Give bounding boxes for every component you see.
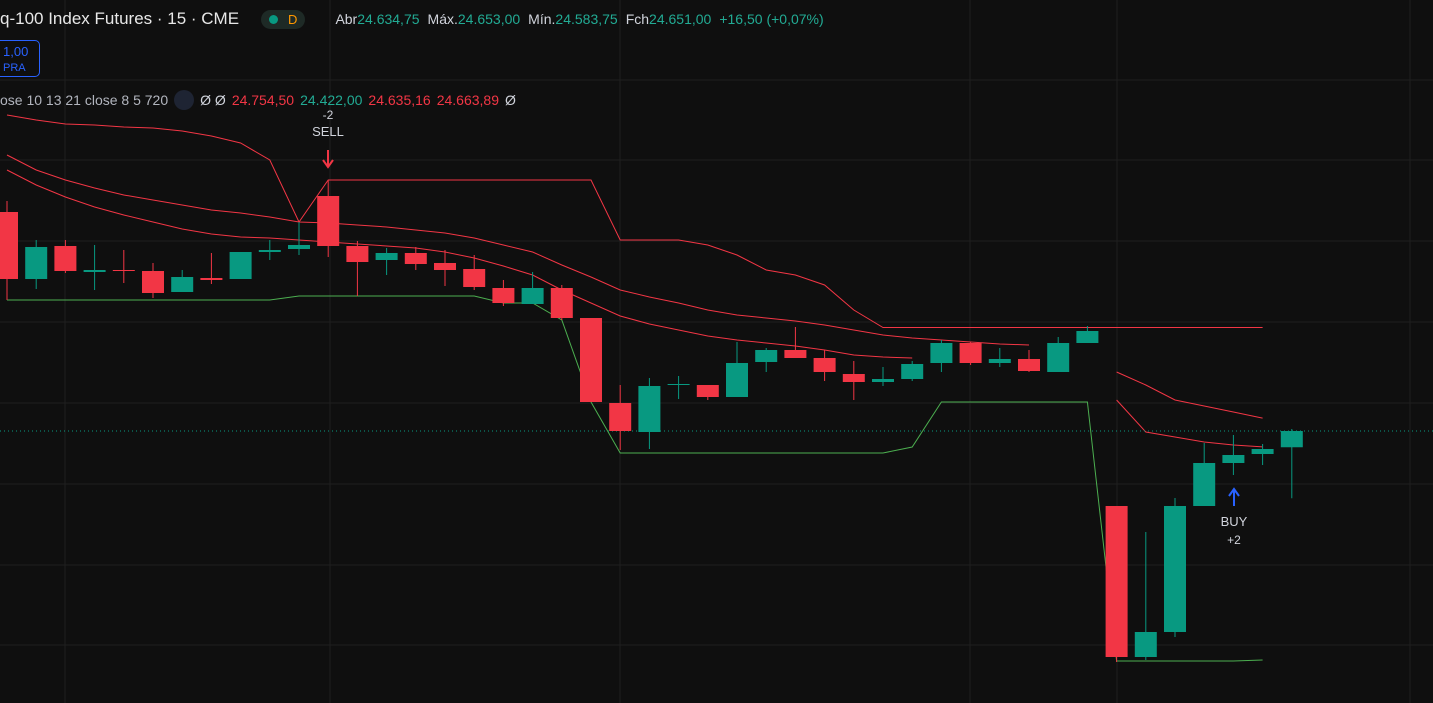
indicator-flags: Ø Ø <box>200 92 226 108</box>
close-label: Fch <box>625 11 650 27</box>
candle-body <box>930 343 953 363</box>
close-value: 24.651,00 <box>649 11 712 27</box>
badge: D <box>288 11 298 27</box>
candle-body <box>200 278 223 280</box>
order-button[interactable]: 1,00 PRA <box>0 40 40 77</box>
candle-body <box>142 271 164 293</box>
candle-body <box>550 288 573 318</box>
candle-body <box>434 263 456 270</box>
candle-body <box>317 196 340 246</box>
high-label: Máx. <box>427 11 458 27</box>
candle-body <box>1134 632 1157 657</box>
band-line <box>6 154 1263 419</box>
candle-body <box>842 374 865 382</box>
candle-body <box>229 252 252 279</box>
candle-body <box>813 358 836 372</box>
indicator-name[interactable]: ose 10 13 21 close 8 5 720 <box>0 92 169 108</box>
buy-label: BUY <box>1221 514 1248 529</box>
candle-body <box>988 359 1011 363</box>
candle-body <box>463 269 486 287</box>
status-pill[interactable]: D <box>261 9 306 29</box>
indicator-legend: ose 10 13 21 close 8 5 720 Ø Ø 24.754,50… <box>0 90 516 110</box>
candle-body <box>521 288 544 304</box>
candle-body <box>696 385 719 397</box>
sell-arrow <box>322 150 334 169</box>
candle-body <box>83 270 106 272</box>
low-label: Mín. <box>528 11 556 27</box>
change-value: +16,50 (+0,07%) <box>719 11 824 27</box>
candle-body <box>638 386 661 432</box>
candle-body <box>375 253 398 260</box>
candle-body <box>1280 431 1303 448</box>
candle-body <box>404 253 427 264</box>
band-line <box>7 295 1263 662</box>
candle-body <box>54 246 77 271</box>
indicator-value: 24.635,16 <box>368 92 431 108</box>
candle-body <box>1164 506 1186 632</box>
high-value: 24.653,00 <box>457 11 521 27</box>
candle-body <box>346 246 369 262</box>
candle-body <box>959 343 982 363</box>
candle-body <box>901 364 924 379</box>
candle-body <box>784 350 807 358</box>
candle-body <box>258 250 281 252</box>
band-line <box>6 169 1263 448</box>
band-line <box>6 114 1263 328</box>
status-dot <box>269 14 279 24</box>
buy-arrow <box>1228 487 1240 506</box>
candle-body <box>112 270 135 271</box>
candle-body <box>1222 455 1245 463</box>
candle-body <box>0 212 18 279</box>
indicator-value: 24.663,89 <box>436 92 499 108</box>
candle-body <box>726 363 748 397</box>
candle-body <box>1047 343 1070 372</box>
candle-body <box>755 350 778 362</box>
symbol-header: q-100 Index Futures · 15 · CME D Abr 24.6… <box>0 8 824 30</box>
sell-label: SELL <box>312 124 344 139</box>
candle-body <box>667 384 690 385</box>
candle-body <box>872 379 894 382</box>
open-value: 24.634,75 <box>357 11 420 27</box>
candle-body <box>1105 506 1128 657</box>
candle-body <box>1018 359 1040 371</box>
buy-qty: +2 <box>1227 533 1241 547</box>
candle-body <box>580 318 602 402</box>
candle-body <box>25 247 48 279</box>
low-value: 24.583,75 <box>555 11 618 27</box>
candle-body <box>171 277 194 292</box>
candle-body <box>1076 331 1099 343</box>
candle-body <box>288 245 310 249</box>
sell-qty: -2 <box>323 108 334 122</box>
candle-body <box>609 403 632 431</box>
order-price: 1,00 <box>3 44 29 59</box>
symbol-title[interactable]: q-100 Index Futures · 15 · CME <box>0 9 240 28</box>
indicator-value: 24.754,50 <box>231 92 295 108</box>
order-side: PRA <box>3 62 26 74</box>
candle-body <box>1251 449 1274 454</box>
indicator-icon[interactable] <box>174 90 195 110</box>
indicator-end: Ø <box>505 92 516 108</box>
candle-body <box>492 288 515 303</box>
indicator-value: 24.422,00 <box>300 92 363 108</box>
open-label: Abr <box>335 11 358 27</box>
candle-body <box>1193 463 1216 506</box>
